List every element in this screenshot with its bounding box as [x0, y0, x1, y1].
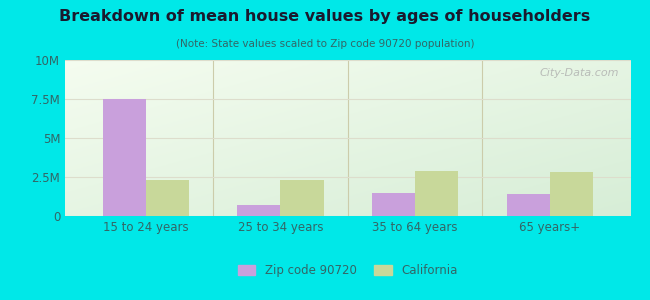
Text: (Note: State values scaled to Zip code 90720 population): (Note: State values scaled to Zip code 9… [176, 39, 474, 49]
Bar [415, 171, 458, 216]
Bar [103, 99, 146, 216]
Bar [280, 180, 324, 216]
Bar [550, 172, 593, 216]
Text: Breakdown of mean house values by ages of householders: Breakdown of mean house values by ages o… [59, 9, 591, 24]
Bar [372, 193, 415, 216]
Bar [506, 194, 550, 216]
Bar [146, 180, 189, 216]
Bar [237, 205, 280, 216]
Legend: Zip code 90720, California: Zip code 90720, California [233, 260, 463, 282]
Text: City-Data.com: City-Data.com [540, 68, 619, 78]
